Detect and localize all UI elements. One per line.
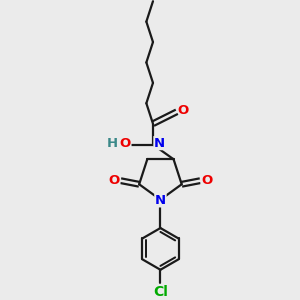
Text: O: O (120, 136, 131, 150)
Text: N: N (155, 194, 166, 207)
Text: H: H (106, 136, 118, 150)
Text: O: O (201, 174, 212, 187)
Text: O: O (109, 174, 120, 187)
Text: Cl: Cl (153, 284, 168, 298)
Text: O: O (178, 104, 189, 117)
Text: N: N (154, 136, 165, 150)
